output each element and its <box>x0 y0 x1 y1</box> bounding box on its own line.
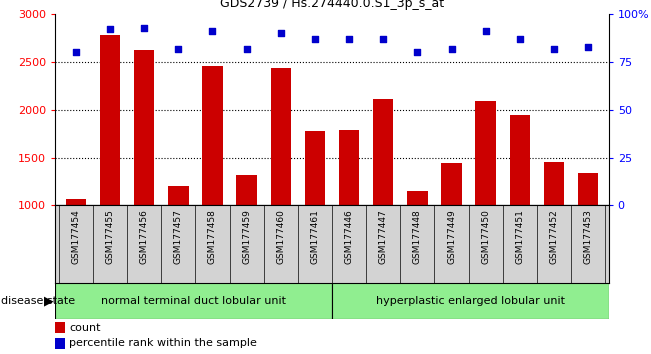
Text: GSM177460: GSM177460 <box>276 209 285 264</box>
Text: GSM177451: GSM177451 <box>516 209 524 264</box>
Bar <box>55 283 332 319</box>
Bar <box>578 173 598 205</box>
Bar <box>475 101 496 205</box>
Text: ▶: ▶ <box>44 295 54 307</box>
Point <box>447 46 457 51</box>
Bar <box>271 68 291 205</box>
Bar <box>55 322 65 333</box>
Bar <box>55 338 65 349</box>
Text: count: count <box>69 322 101 332</box>
Text: normal terminal duct lobular unit: normal terminal duct lobular unit <box>101 296 286 306</box>
Bar <box>407 191 428 205</box>
Text: GSM177457: GSM177457 <box>174 209 183 264</box>
Point <box>275 30 286 36</box>
Point <box>310 36 320 42</box>
Point <box>105 27 115 32</box>
Bar <box>202 66 223 205</box>
Text: GSM177456: GSM177456 <box>140 209 148 264</box>
Title: GDS2739 / Hs.274440.0.S1_3p_s_at: GDS2739 / Hs.274440.0.S1_3p_s_at <box>220 0 444 10</box>
Text: GSM177447: GSM177447 <box>379 209 388 264</box>
Text: GSM177459: GSM177459 <box>242 209 251 264</box>
Bar <box>332 283 609 319</box>
Point <box>515 36 525 42</box>
Text: GSM177446: GSM177446 <box>344 209 353 264</box>
Bar <box>305 131 326 205</box>
Text: GSM177454: GSM177454 <box>72 209 80 264</box>
Text: disease state: disease state <box>1 296 75 306</box>
Text: percentile rank within the sample: percentile rank within the sample <box>69 338 257 348</box>
Text: GSM177455: GSM177455 <box>105 209 115 264</box>
Point <box>549 46 559 51</box>
Point <box>344 36 354 42</box>
Point <box>242 46 252 51</box>
Bar <box>134 51 154 205</box>
Bar <box>236 175 257 205</box>
Text: GSM177450: GSM177450 <box>481 209 490 264</box>
Point <box>70 50 81 55</box>
Point <box>173 46 184 51</box>
Bar <box>100 35 120 205</box>
Text: hyperplastic enlarged lobular unit: hyperplastic enlarged lobular unit <box>376 296 565 306</box>
Point <box>412 50 422 55</box>
Text: GSM177448: GSM177448 <box>413 209 422 264</box>
Point <box>207 29 217 34</box>
Bar <box>441 163 462 205</box>
Point <box>378 36 389 42</box>
Bar <box>544 162 564 205</box>
Text: GSM177461: GSM177461 <box>311 209 320 264</box>
Bar <box>168 186 189 205</box>
Point <box>139 25 149 30</box>
Text: GSM177452: GSM177452 <box>549 209 559 264</box>
Bar <box>66 199 86 205</box>
Text: GSM177458: GSM177458 <box>208 209 217 264</box>
Text: GSM177453: GSM177453 <box>584 209 592 264</box>
Bar <box>510 115 530 205</box>
Point <box>480 29 491 34</box>
Bar <box>339 130 359 205</box>
Text: GSM177449: GSM177449 <box>447 209 456 264</box>
Bar <box>373 99 393 205</box>
Point <box>583 44 594 50</box>
